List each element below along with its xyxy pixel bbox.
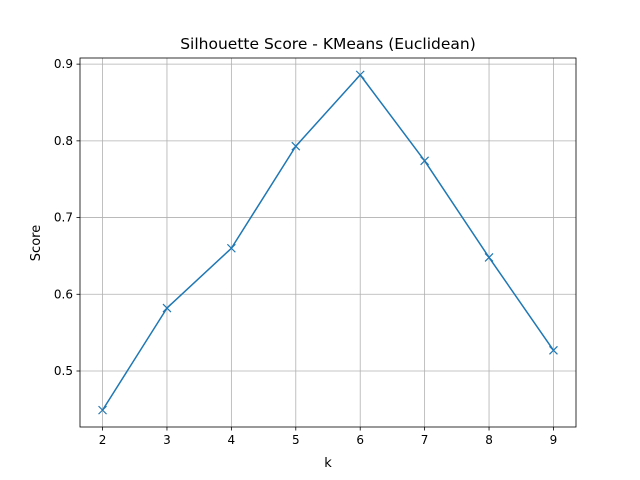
data-point-marker bbox=[355, 70, 365, 80]
y-tick-label: 0.8 bbox=[54, 134, 73, 148]
x-axis-ticks: 2 3 4 5 6 7 8 9 bbox=[99, 427, 558, 447]
data-point-marker bbox=[420, 156, 430, 166]
x-tick-label: 9 bbox=[550, 433, 558, 447]
x-tick-label: 3 bbox=[163, 433, 171, 447]
y-tick-label: 0.9 bbox=[54, 57, 73, 71]
y-tick-label: 0.5 bbox=[54, 364, 73, 378]
x-axis-label: k bbox=[324, 456, 332, 471]
x-tick-label: 6 bbox=[356, 433, 364, 447]
data-point-marker bbox=[98, 405, 107, 415]
series-line bbox=[101, 74, 555, 411]
y-axis-ticks: 0.5 0.6 0.7 0.8 0.9 bbox=[54, 57, 80, 378]
data-point-marker bbox=[484, 253, 494, 262]
x-tick-label: 8 bbox=[485, 433, 493, 447]
x-tick-label: 2 bbox=[99, 433, 107, 447]
x-tick-label: 7 bbox=[421, 433, 429, 447]
series-layer bbox=[98, 70, 558, 415]
plot-frame bbox=[79, 57, 577, 428]
y-axis-label: Score bbox=[29, 225, 44, 261]
chart-title: Silhouette Score - KMeans (Euclidean) bbox=[180, 35, 476, 53]
data-point-marker bbox=[291, 141, 301, 151]
y-tick-label: 0.7 bbox=[54, 211, 73, 225]
x-tick-label: 4 bbox=[228, 433, 236, 447]
x-tick-label: 5 bbox=[292, 433, 300, 447]
y-tick-label: 0.6 bbox=[54, 287, 73, 301]
grid-lines bbox=[80, 58, 576, 427]
data-point-marker bbox=[162, 303, 172, 313]
data-point-marker bbox=[226, 243, 236, 253]
data-point-marker bbox=[549, 345, 558, 355]
